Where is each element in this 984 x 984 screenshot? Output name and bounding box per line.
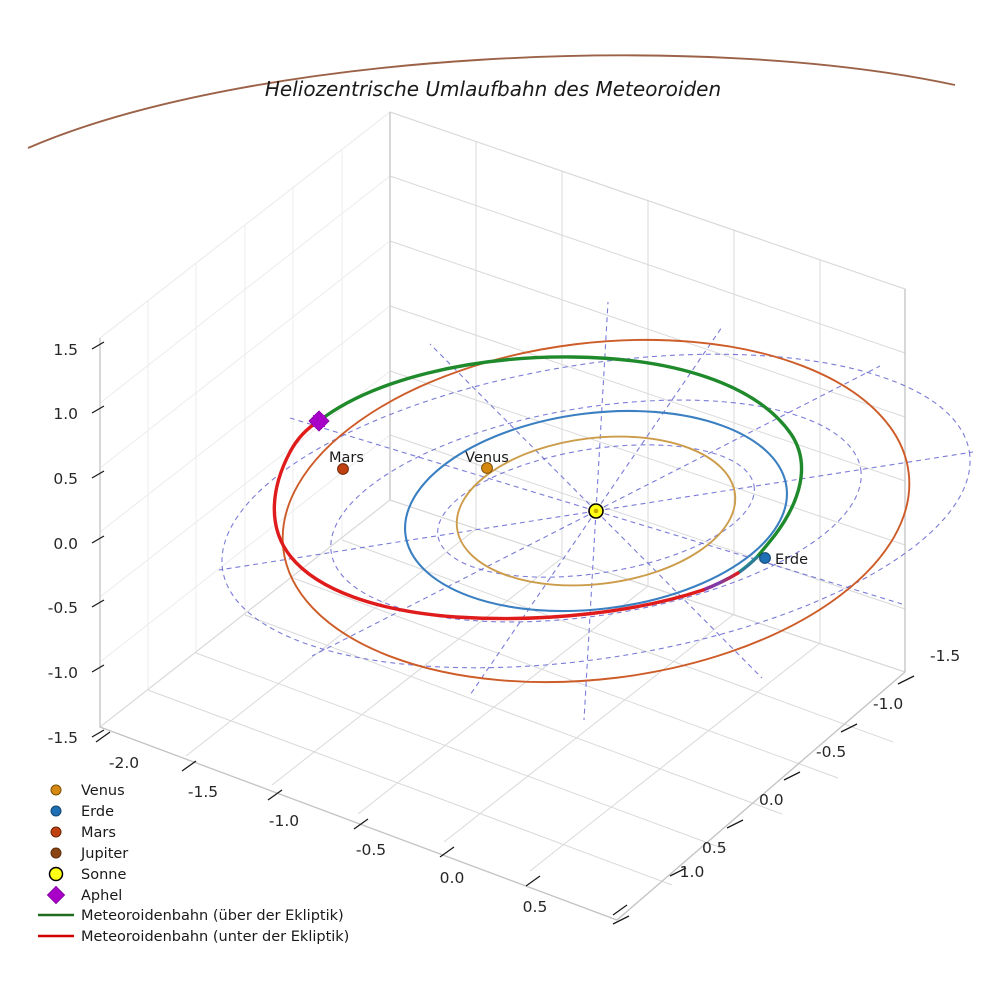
earth-label: Erde (775, 552, 808, 568)
polar-ring-3 (221, 353, 971, 669)
body-markers (308, 410, 771, 564)
legend-mars-label: Mars (81, 825, 116, 841)
mars-orbit (281, 338, 911, 684)
axes3d-panes (98, 110, 906, 921)
legend-meteoroid-above-label: Meteoroidenbahn (über der Ekliptik) (81, 908, 344, 924)
y-tick-1: -1.0 (873, 695, 903, 713)
legend-venus-label: Venus (81, 783, 125, 799)
legend-item-meteoroid-below[interactable]: Meteoroidenbahn (unter der Ekliptik) (38, 929, 349, 945)
legend-venus-marker-icon (50, 784, 62, 796)
box-edges (99, 112, 906, 921)
z-tick-0: 1.5 (53, 341, 78, 359)
legend-jupiter-label: Jupiter (80, 846, 128, 862)
meteoroid-orbit-node-blend (701, 571, 740, 592)
earth-marker (759, 552, 771, 564)
legend-item-meteoroid-above[interactable]: Meteoroidenbahn (über der Ekliptik) (38, 908, 344, 924)
jupiter-orbit (27, 54, 956, 149)
y-tick-2: -0.5 (816, 743, 846, 761)
legend-mars-marker-icon (50, 826, 62, 838)
back-wall-grid (389, 111, 906, 673)
x-tick-4: 0.0 (440, 869, 465, 887)
meteoroid-orbit-above-ecliptic (317, 355, 804, 559)
z-tick-3: 0.0 (53, 535, 78, 553)
x-tick-3: -0.5 (356, 841, 386, 859)
sun-inner-dot (593, 508, 599, 514)
z-tick-4: -0.5 (48, 599, 78, 617)
z-tick-2: 0.5 (53, 470, 78, 488)
legend-sonne-marker-icon (48, 866, 64, 882)
legend-item-sonne[interactable]: Sonne (48, 866, 127, 883)
y-tick-3: 0.0 (759, 791, 784, 809)
planet-orbits (27, 54, 956, 684)
legend-item-venus[interactable]: Venus (50, 783, 125, 799)
venus-marker (481, 462, 493, 474)
legend-meteoroid-below-label: Meteoroidenbahn (unter der Ekliptik) (81, 929, 349, 945)
meteoroid-orbit-below-ecliptic (272, 419, 705, 621)
venus-orbit (455, 435, 737, 587)
legend-aphel-label: Aphel (81, 888, 122, 904)
legend: Venus Erde Mars Jupiter Sonne (38, 783, 349, 945)
z-axis-tick-labels: 1.5 1.0 0.5 0.0 -0.5 -1.0 -1.5 (48, 341, 78, 747)
meteoroid-orbit (272, 355, 804, 621)
polar-ring-2 (330, 399, 862, 623)
page-title: Heliozentrische Umlaufbahn des Meteoroid… (265, 77, 721, 101)
aphelion-marker (308, 410, 330, 432)
z-tick-5: -1.0 (48, 664, 78, 682)
x-tick-0: -2.0 (109, 754, 139, 772)
legend-aphel-marker-icon (46, 885, 66, 905)
legend-erde-marker-icon (50, 805, 62, 817)
mars-label: Mars (329, 450, 364, 466)
y-tick-0: -1.5 (930, 647, 960, 665)
polar-spokes (218, 301, 974, 721)
axis-ticks (91, 341, 915, 925)
legend-item-jupiter[interactable]: Jupiter (50, 846, 128, 862)
legend-item-mars[interactable]: Mars (50, 825, 116, 841)
left-wall-grid (99, 110, 391, 729)
legend-jupiter-marker-icon (50, 847, 62, 859)
y-tick-4: 0.5 (702, 839, 727, 857)
x-tick-5: 0.5 (523, 898, 548, 916)
legend-erde-label: Erde (81, 804, 114, 820)
earth-orbit (404, 409, 788, 613)
y-axis-tick-labels: -1.5 -1.0 -0.5 0.0 0.5 (702, 647, 960, 857)
x-tick-1: -1.5 (188, 783, 218, 801)
legend-item-erde[interactable]: Erde (50, 804, 114, 820)
z-tick-6: -1.5 (48, 729, 78, 747)
x-axis-tick-labels: -2.0 -1.5 -1.0 -0.5 0.0 0.5 1.0 (109, 754, 704, 916)
x-tick-2: -1.0 (269, 812, 299, 830)
meteoroid-orbit-node-descending (736, 555, 759, 575)
polar-grid (218, 301, 974, 721)
mars-marker (337, 463, 349, 475)
legend-sonne-label: Sonne (81, 867, 126, 883)
body-annotations: Mars Venus Erde (329, 450, 808, 568)
venus-label: Venus (465, 450, 509, 466)
legend-item-aphel[interactable]: Aphel (46, 885, 123, 905)
x-tick-6: 1.0 (680, 863, 705, 881)
z-tick-1: 1.0 (53, 405, 78, 423)
polar-ring-1 (437, 444, 755, 578)
